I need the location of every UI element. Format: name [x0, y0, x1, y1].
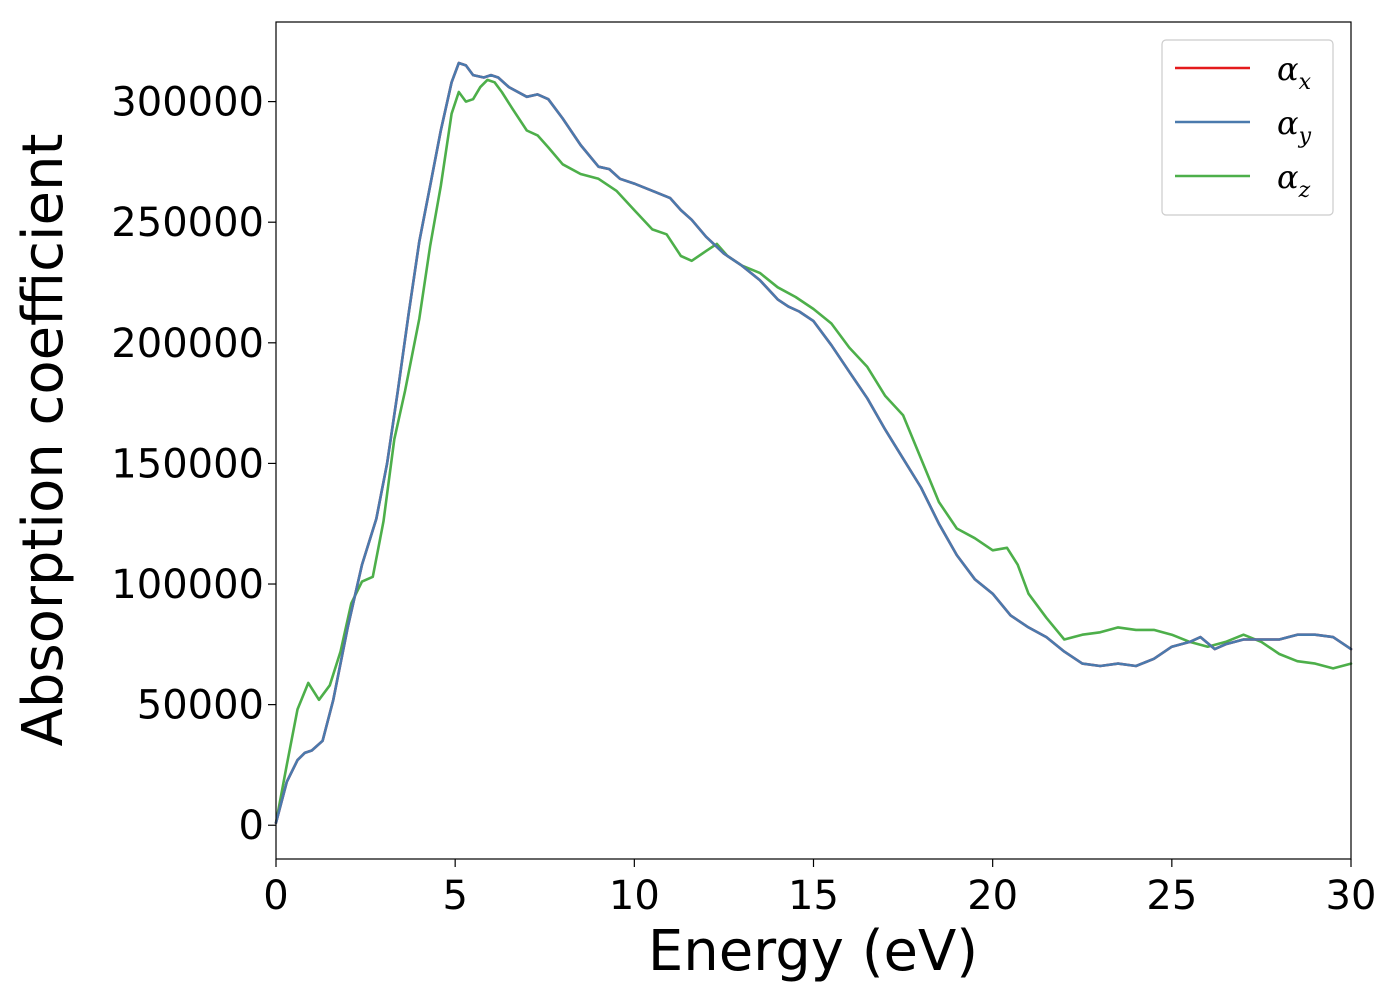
x-tick-label: 0: [263, 873, 288, 919]
y-tick-label: 300000: [111, 80, 264, 126]
series-line-alpha-z: [274, 78, 1353, 825]
series-line-alpha-y: [274, 61, 1353, 825]
x-tick-label: 25: [1146, 873, 1197, 919]
x-tick-label: 10: [609, 873, 660, 919]
x-axis-title: Energy (eV): [648, 919, 978, 984]
y-tick-label: 100000: [111, 562, 264, 608]
y-axis-title: Absorption coefficient: [11, 134, 76, 747]
x-tick-label: 30: [1326, 873, 1377, 919]
y-tick-label: 50000: [137, 683, 264, 729]
series-layer: [274, 61, 1353, 825]
y-tick-label: 200000: [111, 321, 264, 367]
y-tick-label: 250000: [111, 200, 264, 246]
x-tick-label: 5: [442, 873, 467, 919]
legend-box: [1161, 39, 1334, 216]
y-axis: 0 50000 100000 150000 200000 250000 300000: [111, 80, 276, 849]
x-tick-label: 15: [788, 873, 839, 919]
x-tick-label: 20: [967, 873, 1018, 919]
y-tick-label: 150000: [111, 441, 264, 487]
x-axis: 0 5 10 15 20 25 30: [263, 859, 1376, 919]
y-tick-label: 0: [239, 803, 264, 849]
